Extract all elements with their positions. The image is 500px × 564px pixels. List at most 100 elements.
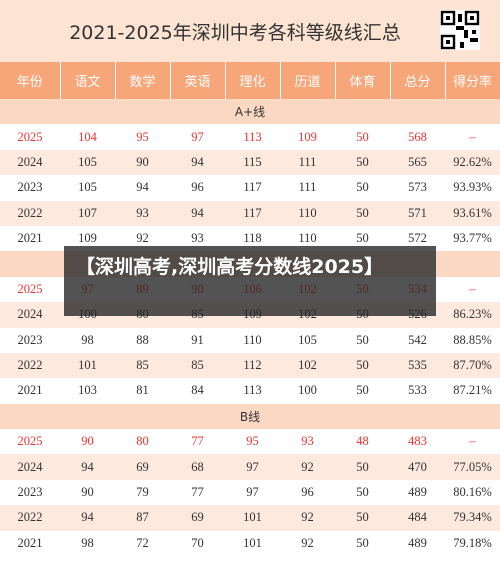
cell: 70 (170, 530, 225, 557)
column-header: 得分率 (445, 62, 500, 99)
cell: 77 (170, 429, 225, 455)
cell: 115 (225, 149, 280, 176)
header-row: 年份 语文 数学 英语 理化 历道 体育 总分 得分率 (0, 62, 500, 99)
cell: 87 (115, 505, 170, 531)
cell: 50 (335, 479, 390, 506)
cell: – (445, 429, 500, 455)
cell: 98 (60, 530, 115, 557)
cell: 533 (390, 378, 445, 404)
column-header: 历道 (280, 62, 336, 99)
cell: 86.23% (445, 302, 500, 328)
data-row: 2021 103 81 84 113 100 50 533 87.21% (0, 378, 500, 404)
cell: 92.62% (445, 149, 500, 176)
column-header: 数学 (115, 62, 171, 99)
section-row: B线 (0, 403, 500, 430)
cell: 93 (115, 200, 170, 226)
cell: 103 (60, 378, 115, 404)
cell: 2022 (0, 505, 60, 531)
cell: 50 (335, 327, 390, 353)
cell: 97 (225, 454, 280, 480)
cell: 90 (60, 479, 115, 506)
column-header: 语文 (60, 62, 116, 99)
section-label: A+线 (0, 99, 500, 125)
cell: 88 (115, 327, 170, 353)
data-row: 2022 107 93 94 117 110 50 571 93.61% (0, 200, 500, 226)
score-table: 年份 语文 数学 英语 理化 历道 体育 总分 得分率 A+线 2025 104 95 97 113 109… (0, 62, 500, 557)
cell: 568 (390, 124, 445, 150)
cell: 2021 (0, 530, 60, 557)
data-row: 2022 94 87 69 101 92 50 484 79.34% (0, 505, 500, 531)
data-row: 2025 104 95 97 113 109 50 568– (0, 124, 500, 150)
section-label: B线 (0, 403, 500, 430)
cell: 117 (225, 200, 280, 226)
column-header: 英语 (170, 62, 226, 99)
column-header: 年份 (0, 62, 61, 99)
cell: 573 (390, 175, 445, 201)
title: 2021-2025年深圳中考各科等级线汇总 (69, 22, 401, 44)
cell: 565 (390, 149, 445, 176)
cell: 98 (60, 327, 115, 353)
cell: 113 (225, 124, 280, 150)
cell: 2022 (0, 200, 60, 226)
cell: 483 (390, 429, 445, 455)
cell: 79 (115, 479, 170, 506)
cell: 77.05% (445, 454, 500, 480)
cell: 105 (280, 327, 335, 353)
cell: – (445, 124, 500, 150)
cell: 489 (390, 530, 445, 557)
cell: 95 (225, 429, 280, 455)
column-header: 总分 (390, 62, 446, 99)
cell: 93.77% (445, 225, 500, 252)
cell: 96 (280, 479, 335, 506)
cell: 85 (170, 352, 225, 379)
cell: 2024 (0, 149, 60, 176)
cell: 101 (225, 505, 280, 531)
cell: 94 (170, 200, 225, 226)
cell: 2021 (0, 378, 60, 404)
data-row: 2021 98 72 70 101 92 50 489 79.18% (0, 530, 500, 557)
cell: 95 (115, 124, 170, 150)
cell: – (445, 276, 500, 303)
cell: 2023 (0, 327, 60, 353)
cell: 92 (280, 505, 335, 531)
cell: 105 (60, 149, 115, 176)
column-header: 理化 (225, 62, 281, 99)
cell: 50 (335, 124, 390, 150)
qr-code (440, 10, 480, 50)
cell: 105 (60, 175, 115, 201)
cell: 97 (170, 124, 225, 150)
cell: 101 (225, 530, 280, 557)
data-row: 2024 105 90 94 115 111 50 565 92.62% (0, 149, 500, 176)
cell: 88.85% (445, 327, 500, 353)
cell: 72 (115, 530, 170, 557)
cell: 80.16% (445, 479, 500, 506)
cell: 94 (115, 175, 170, 201)
cell: 93 (280, 429, 335, 455)
cell: 113 (225, 378, 280, 404)
cell: 50 (335, 530, 390, 557)
cell: 81 (115, 378, 170, 404)
cell: 94 (60, 454, 115, 480)
column-header: 体育 (335, 62, 391, 99)
cell: 2024 (0, 302, 60, 328)
cell: 110 (225, 327, 280, 353)
cell: 79.34% (445, 505, 500, 531)
cell: 48 (335, 429, 390, 455)
cell: 109 (280, 124, 335, 150)
cell: 104 (60, 124, 115, 150)
cell: 69 (115, 454, 170, 480)
cell: 68 (170, 454, 225, 480)
cell: 2021 (0, 225, 60, 252)
cell: 50 (335, 505, 390, 531)
data-row: 2025 90 80 77 95 93 48 483– (0, 429, 500, 455)
cell: 90 (60, 429, 115, 455)
data-row: 2022 101 85 85 112 102 50 535 87.70% (0, 352, 500, 379)
cell: 470 (390, 454, 445, 480)
cell: 112 (225, 352, 280, 379)
cell: 92 (280, 454, 335, 480)
cell: 96 (170, 175, 225, 201)
cell: 79.18% (445, 530, 500, 557)
cell: 50 (335, 378, 390, 404)
cell: 2022 (0, 352, 60, 379)
